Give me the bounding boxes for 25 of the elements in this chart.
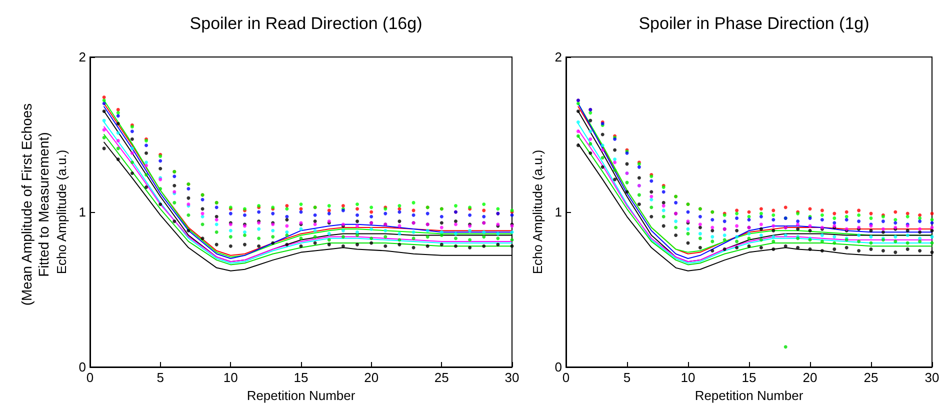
x-axis-title: Repetition Number	[694, 388, 804, 403]
x-tick-label: 30	[924, 370, 940, 385]
x-tick-label: 15	[294, 370, 308, 385]
x-tick-label: 20	[364, 370, 379, 385]
x-tick-label: 10	[223, 370, 238, 385]
text: (Mean Amplitude of First Echoes Fitted to Measurement)	[18, 103, 52, 306]
x-tick-label: 25	[434, 370, 449, 385]
y-tick-label: 1	[78, 204, 86, 220]
x-axis-title: Repetition Number	[246, 388, 356, 403]
y-axis-title: Echo Amplitude (a.u.)	[54, 150, 69, 274]
chart-title: Spoiler in Phase Direction (1g)	[638, 14, 870, 33]
y-tick-label: 1	[554, 204, 562, 220]
y-tick-label: 2	[78, 50, 86, 64]
y-tick-label: 2	[554, 50, 562, 64]
x-tick-label: 15	[742, 370, 756, 385]
chart-title: Spoiler in Read Direction (16g)	[190, 14, 422, 33]
x-tick-label: 5	[623, 370, 631, 385]
x-tick-label: 5	[156, 370, 164, 385]
x-tick-label: 30	[504, 370, 520, 385]
x-tick-label: 20	[802, 370, 818, 385]
y-tick-label: 0	[78, 360, 86, 374]
x-tick-label: 25	[864, 370, 878, 385]
y-axis-title: Echo Amplitude (a.u.)	[530, 150, 545, 274]
y-tick-label: 0	[554, 360, 562, 374]
x-tick-label: 10	[680, 370, 696, 385]
